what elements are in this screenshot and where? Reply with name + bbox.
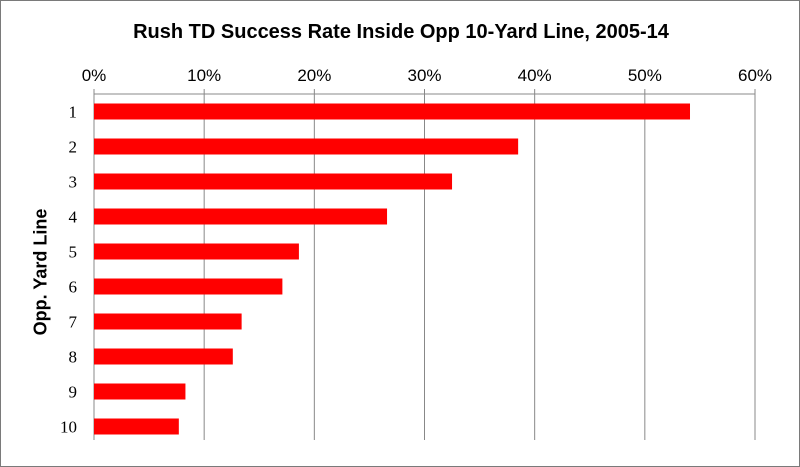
x-tick-label: 50% [628, 66, 662, 85]
y-tick-label: 5 [69, 243, 78, 262]
y-tick-label: 8 [69, 348, 78, 367]
x-tick-label: 60% [738, 66, 772, 85]
y-tick-label: 6 [69, 278, 78, 297]
x-tick-labels: 0% 10% 20% 30% 40% 50% 60% [82, 66, 772, 85]
bar [94, 313, 242, 330]
y-tick-label: 10 [60, 418, 77, 437]
y-tick-label: 7 [69, 313, 78, 332]
y-tick-label: 2 [69, 138, 78, 157]
bar [94, 418, 179, 435]
y-tick-label: 1 [69, 103, 78, 122]
bar [94, 243, 299, 260]
bar [94, 278, 283, 295]
x-tick-label: 0% [82, 66, 107, 85]
bar [94, 208, 388, 225]
bar [94, 383, 186, 400]
bar [94, 103, 691, 120]
x-tick-label: 20% [297, 66, 331, 85]
x-tick-label: 30% [407, 66, 441, 85]
bar [94, 348, 233, 365]
x-tick-label: 40% [518, 66, 552, 85]
x-tick-label: 10% [187, 66, 221, 85]
y-tick-label: 3 [69, 173, 78, 192]
y-tick-labels: 1 2 3 4 5 6 7 8 9 10 [60, 103, 78, 437]
y-tick-label: 9 [69, 383, 78, 402]
bar [94, 173, 453, 190]
y-tick-label: 4 [69, 208, 78, 227]
chart-title: Rush TD Success Rate Inside Opp 10-Yard … [133, 21, 669, 43]
bar [94, 138, 519, 155]
bars [94, 103, 691, 435]
